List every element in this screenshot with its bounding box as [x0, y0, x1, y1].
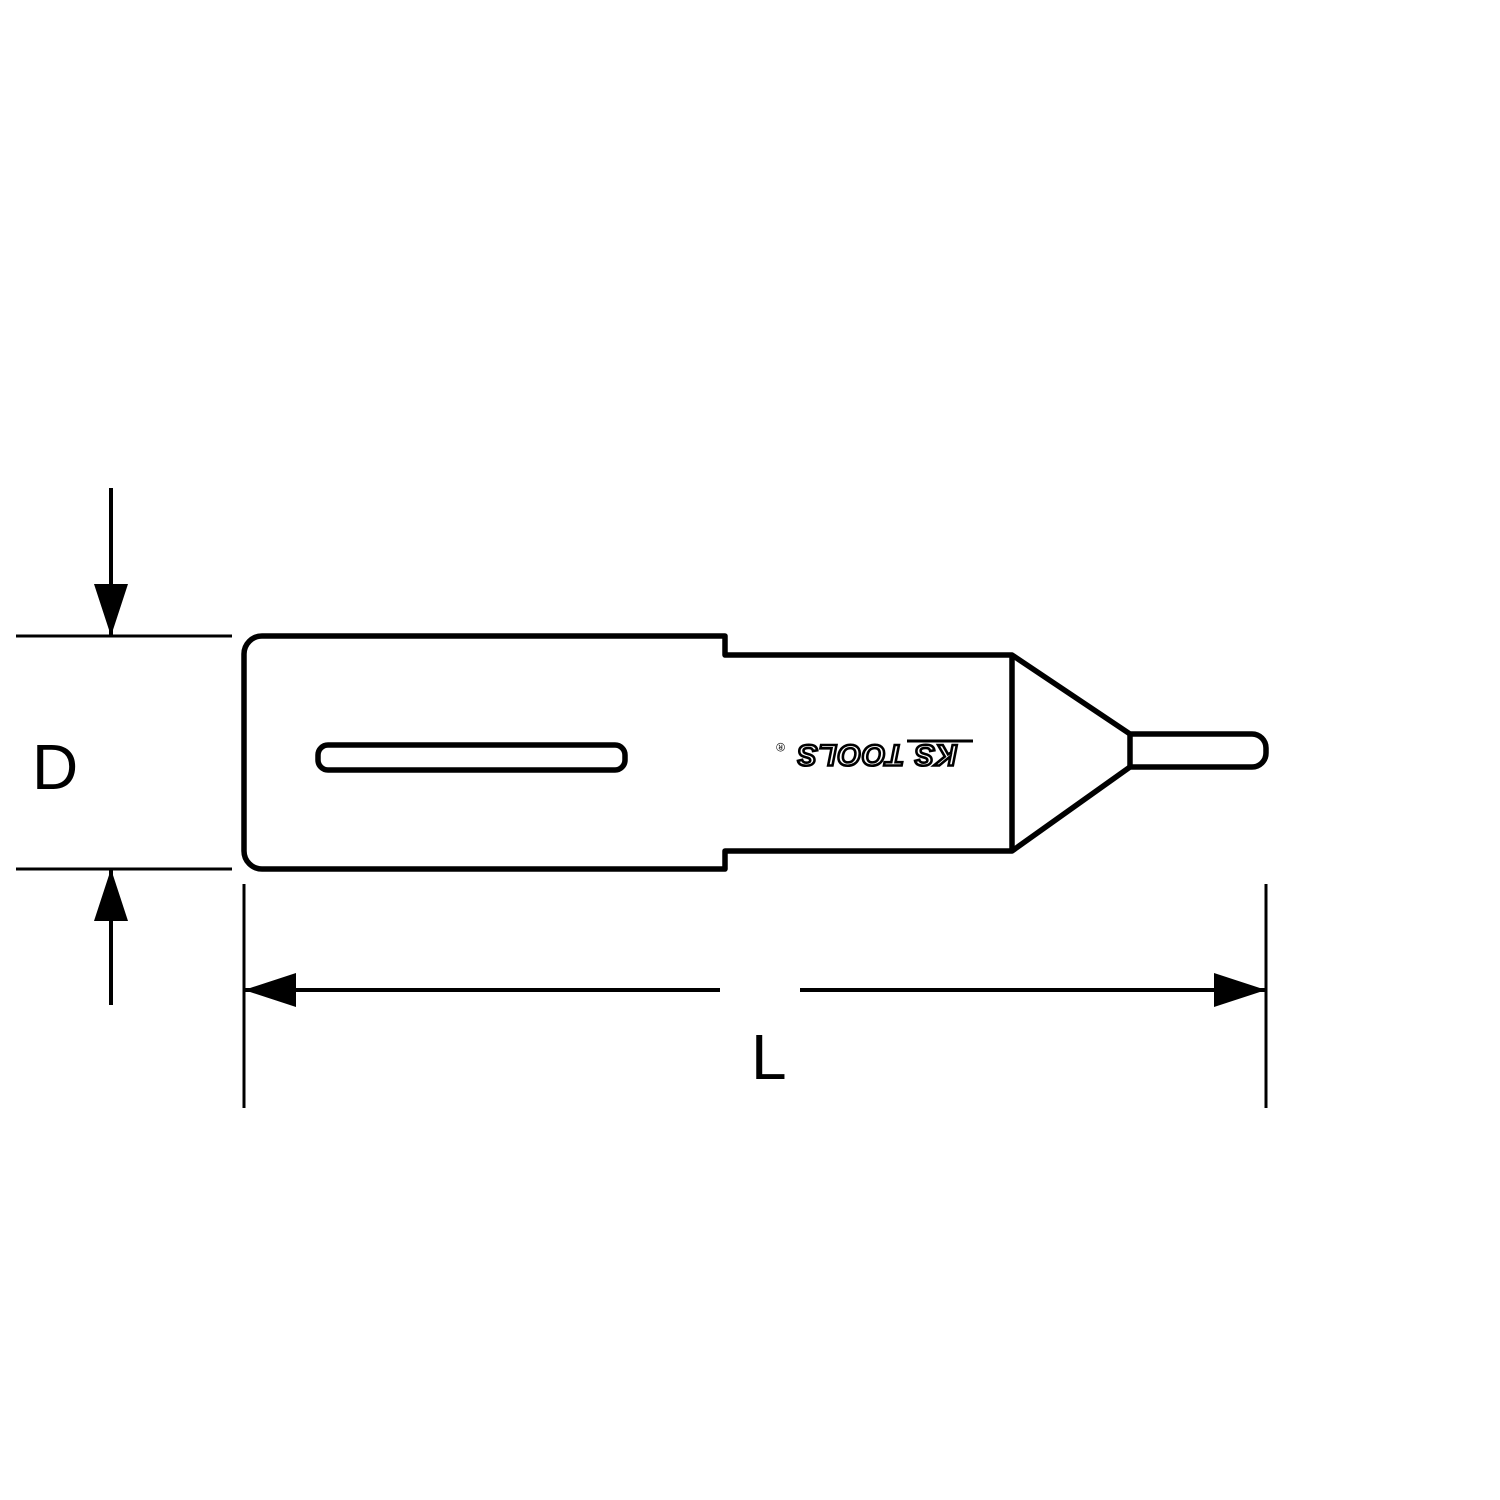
drive-slot [318, 745, 625, 770]
dim-d-arrow-top [94, 584, 128, 636]
svg-text:KS TOOLS: KS TOOLS [797, 738, 958, 771]
brand-logo: KS TOOLS ® [776, 738, 973, 771]
svg-text:®: ® [776, 740, 785, 754]
dim-l-arrow-left [244, 973, 296, 1007]
dim-l-arrow-right [1214, 973, 1266, 1007]
dim-l-label: L [751, 1020, 787, 1094]
tool-outline [244, 636, 1266, 869]
dim-d-label: D [32, 730, 78, 804]
dim-d-arrow-bot [94, 869, 128, 921]
